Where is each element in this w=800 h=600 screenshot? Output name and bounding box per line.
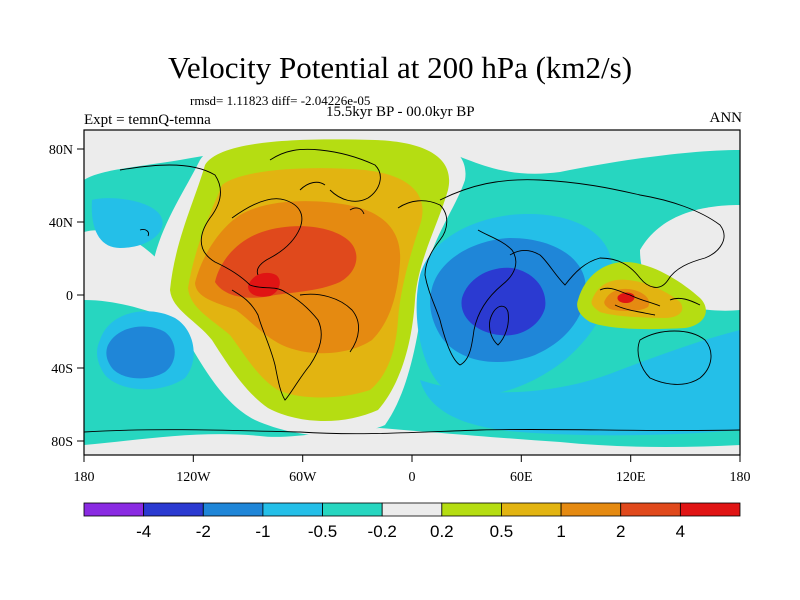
x-tick-label: 120W [176, 470, 211, 485]
y-tick-label: 40S [51, 362, 73, 377]
coast-sa-east [299, 293, 359, 353]
map-title: Velocity Potential at 200 hPa (km2/s) [167, 50, 633, 85]
period-label: 15.5kyr BP - 00.0kyr BP [326, 104, 475, 120]
x-tick-marks [83, 455, 741, 462]
coast-antarctica [84, 428, 740, 435]
colorbar: -4 -2 -1 -0.5 -0.2 0.2 0.5 1 2 4 [83, 502, 741, 541]
coast-na-east [231, 198, 303, 276]
rmsd-diff-stats: rmsd= 1.11823 diff= -2.04226e-05 [190, 93, 371, 108]
y-tick-label: 0 [66, 289, 73, 304]
colorbar-swatch [83, 502, 145, 517]
contour-atlantic-max [248, 272, 280, 297]
colorbar-swatch [620, 502, 681, 517]
colorbar-swatch [501, 502, 562, 517]
colorbar-label: -1 [255, 522, 270, 541]
x-tick-label: 60W [289, 470, 317, 485]
colorbar-label: 0.5 [490, 522, 514, 541]
x-tick-label: 0 [409, 470, 416, 485]
colorbar-label: 2 [616, 522, 625, 541]
contour-spac-blue [106, 326, 175, 379]
colorbar-swatch [679, 502, 741, 517]
x-tick-label: 60E [510, 470, 533, 485]
colorbar-label: 0.2 [430, 522, 454, 541]
colorbar-swatch [441, 502, 502, 517]
colorbar-swatch [381, 502, 443, 517]
coast-maritime-continent [599, 287, 701, 316]
colorbar-label: -2 [196, 522, 211, 541]
coast-australia [637, 330, 712, 385]
coast-eurasia [439, 179, 725, 288]
contour-fill-layer [84, 130, 740, 455]
coastlines [84, 148, 740, 435]
experiment-label: Expt = temnQ-temna [84, 112, 211, 128]
season-label: ANN [709, 110, 743, 126]
coast-greenland [269, 148, 381, 202]
contour-indian-min [461, 267, 546, 336]
colorbar-label: -0.5 [308, 522, 337, 541]
y-tick-marks [77, 148, 84, 442]
colorbar-label: 1 [556, 522, 565, 541]
colorbar-swatch [560, 502, 622, 517]
coast-americas-west [119, 164, 322, 401]
contour-atlantic-redorange [215, 226, 357, 298]
x-tick-label: 180 [730, 470, 751, 485]
colorbar-swatch [202, 502, 264, 517]
y-tick-label: 80S [51, 435, 73, 450]
colorbar-label: -0.2 [368, 522, 397, 541]
contour-south-cyan [420, 330, 740, 436]
coast-islands [139, 181, 365, 237]
colorbar-swatch [143, 502, 204, 517]
x-tick-label: 120E [616, 470, 646, 485]
contour-south-white [84, 428, 740, 455]
coast-africa [397, 200, 517, 366]
coast-madagascar [489, 305, 509, 346]
contour-npac-cyan [91, 198, 163, 248]
y-tick-label: 40N [49, 216, 73, 231]
colorbar-label: -4 [136, 522, 151, 541]
colorbar-label: 4 [676, 522, 685, 541]
colorbar-swatch [262, 502, 323, 517]
x-tick-label: 180 [74, 470, 95, 485]
y-tick-label: 80N [49, 143, 73, 158]
colorbar-swatch [322, 502, 383, 517]
